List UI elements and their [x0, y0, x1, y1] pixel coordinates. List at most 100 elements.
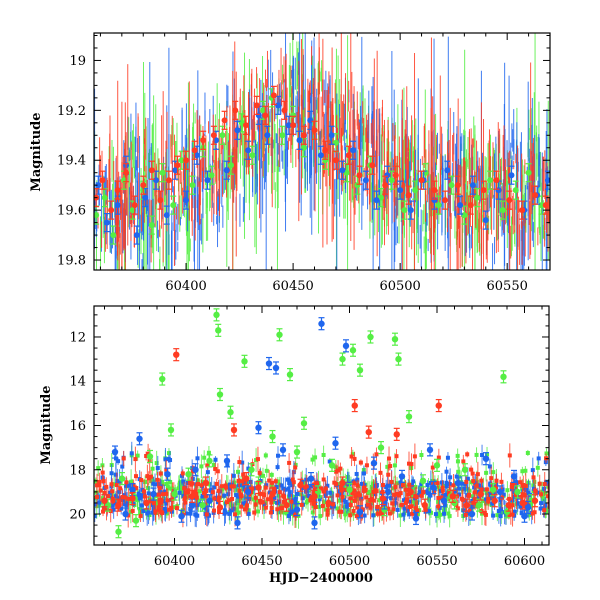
density-point [167, 507, 172, 512]
density-point [411, 485, 416, 490]
data-point [150, 487, 157, 501]
density-point [145, 511, 150, 516]
data-point [183, 150, 190, 170]
density-point [473, 481, 478, 486]
density-point [276, 510, 281, 515]
density-point [193, 512, 198, 517]
density-point [428, 480, 433, 485]
density-point [527, 512, 532, 517]
point-marker [475, 501, 483, 509]
point-marker [115, 528, 122, 535]
point-marker [489, 486, 497, 493]
density-point [315, 481, 320, 486]
density-point [536, 456, 541, 461]
density-point [407, 505, 412, 510]
density-point [202, 505, 207, 510]
data-point [370, 456, 378, 470]
density-point [321, 452, 326, 457]
density-point [101, 506, 106, 511]
data-point [480, 180, 487, 200]
density-point [380, 483, 385, 488]
density-point [241, 472, 246, 477]
density-point [214, 481, 219, 486]
data-point [468, 507, 476, 521]
point-marker [178, 157, 185, 164]
x-tick-label: 60550 [487, 279, 528, 294]
point-marker [508, 172, 515, 179]
data-point [482, 452, 490, 466]
density-point [231, 506, 236, 511]
density-point [240, 479, 245, 484]
point-marker [210, 132, 217, 139]
density-point [162, 507, 167, 512]
point-marker [183, 157, 190, 164]
density-point [287, 478, 292, 483]
density-point [137, 496, 142, 501]
data-point [255, 421, 262, 435]
density-point [407, 499, 412, 504]
data-point [293, 502, 301, 517]
density-point [256, 509, 261, 514]
density-point [136, 491, 141, 496]
density-point [522, 493, 527, 498]
point-marker [356, 508, 364, 516]
density-point [514, 494, 519, 499]
data-point [433, 458, 441, 472]
density-point [286, 513, 291, 518]
density-point [374, 452, 379, 457]
point-marker [200, 137, 207, 144]
density-point [304, 484, 309, 489]
density-point [462, 486, 467, 491]
density-point [246, 466, 251, 471]
point-marker [150, 490, 157, 498]
density-point [179, 490, 184, 495]
density-point [335, 506, 340, 511]
density-point [196, 498, 201, 503]
density-point [325, 483, 330, 488]
point-marker [193, 152, 200, 159]
point-marker [131, 202, 138, 209]
density-point [211, 462, 216, 467]
point-marker [185, 470, 192, 478]
point-marker [232, 107, 239, 114]
density-point [467, 508, 472, 513]
density-point [413, 494, 418, 499]
point-marker [377, 444, 385, 451]
density-point [100, 470, 105, 475]
density-point [400, 483, 405, 488]
point-marker [322, 147, 329, 154]
density-point [114, 483, 119, 488]
data-point [311, 516, 318, 530]
data-point [281, 100, 288, 120]
point-marker [317, 152, 324, 159]
data-point [133, 225, 140, 245]
top-panel-marks [94, 33, 550, 270]
density-point [291, 501, 296, 506]
data-point [346, 483, 353, 497]
density-point [108, 490, 113, 495]
data-point [244, 485, 252, 499]
density-point [391, 507, 396, 512]
density-point [455, 459, 460, 464]
point-marker [114, 187, 121, 194]
density-point [304, 489, 309, 494]
point-marker [279, 132, 286, 139]
density-point [182, 497, 187, 502]
point-marker [469, 182, 476, 189]
density-point [239, 482, 244, 487]
density-point [467, 492, 472, 497]
density-point [364, 463, 369, 468]
density-point [120, 464, 125, 469]
density-point [475, 472, 480, 477]
density-point [188, 506, 193, 511]
density-point [281, 493, 286, 498]
density-point [131, 501, 136, 506]
density-point [526, 491, 531, 496]
density-point [530, 511, 535, 516]
density-point [226, 498, 231, 503]
density-point [337, 498, 342, 503]
density-point [427, 509, 432, 514]
density-point [426, 491, 431, 496]
density-point [154, 461, 159, 466]
